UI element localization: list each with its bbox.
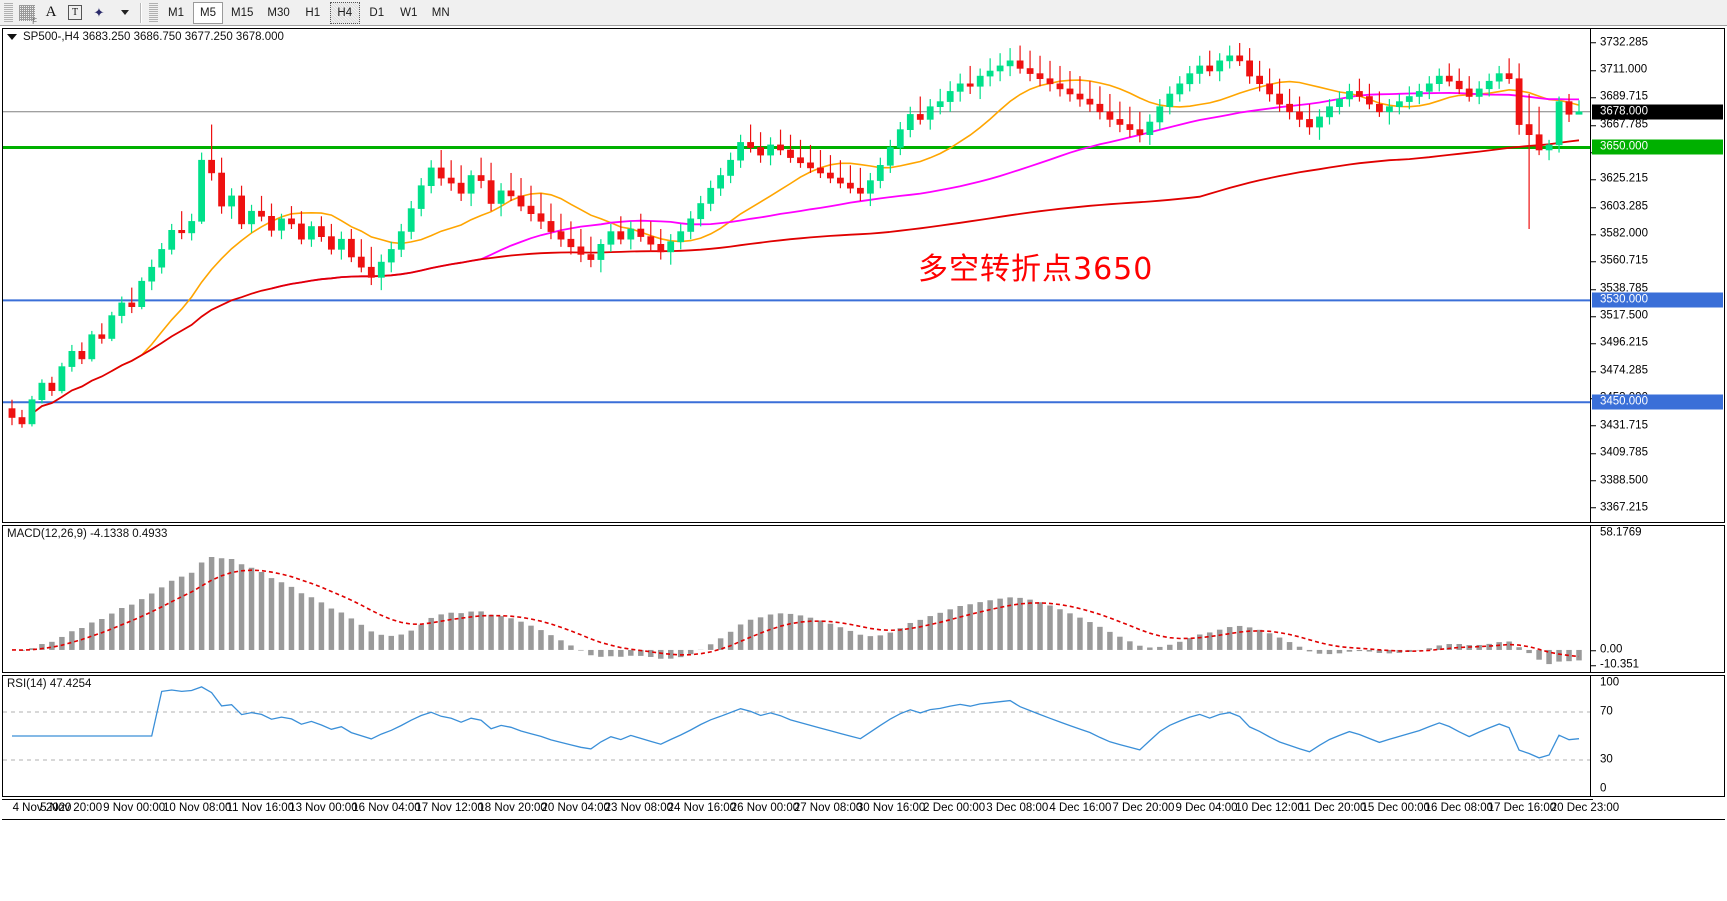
time-label-10: 23 Nov 08:00 (604, 802, 674, 814)
rsi-panel-title: RSI(14) 47.4254 (7, 678, 92, 690)
time-label-2: 9 Nov 00:00 (103, 802, 166, 814)
time-label-15: 2 Dec 00:00 (923, 802, 986, 814)
macd-panel-title: MACD(12,26,9) -4.1338 0.4933 (7, 528, 168, 540)
toolbar-divider (140, 2, 142, 23)
rsi-plot[interactable] (3, 676, 1590, 796)
macd-panel[interactable]: MACD(12,26,9) -4.1338 0.4933 58.1769 0.00… (2, 525, 1725, 673)
price-tick-3496-215: 3496.215 (1591, 337, 1724, 350)
timeframe-button-m5[interactable]: M5 (193, 1, 223, 24)
time-label-9: 20 Nov 04:00 (541, 802, 610, 814)
time-label-12: 26 Nov 00:00 (730, 802, 800, 814)
time-label-1: 5 Nov 20:00 (40, 802, 103, 814)
text-label-icon[interactable]: A (45, 4, 57, 20)
price-tick-3732-285: 3732.285 (1591, 36, 1724, 49)
price-tick-3711-000: 3711.000 (1591, 63, 1724, 76)
time-label-3: 10 Nov 08:00 (163, 802, 232, 814)
rsi-tick-100: 100 (1600, 676, 1620, 689)
time-label-19: 9 Dec 04:00 (1175, 802, 1238, 814)
time-label-18: 7 Dec 20:00 (1112, 802, 1175, 814)
price-tick-3517-500: 3517.500 (1591, 310, 1724, 323)
chart-annotation-text: 多空转折点3650 (918, 252, 1154, 287)
price-scale-axis[interactable]: 3732.2853711.0003689.7153667.7853646.500… (1590, 29, 1724, 522)
price-tick-3431-715: 3431.715 (1591, 419, 1724, 432)
timeframe-button-m1[interactable]: M1 (168, 6, 184, 19)
time-label-7: 17 Nov 12:00 (415, 802, 484, 814)
green-level-badge[interactable]: 3650.000 (1592, 139, 1723, 155)
toolbar-grip-icon[interactable] (4, 2, 13, 23)
price-tick-3603-285: 3603.285 (1591, 201, 1724, 213)
price-tick-3388-500: 3388.500 (1591, 474, 1724, 487)
crosshair-fibo-icon[interactable]: F (15, 2, 39, 26)
time-label-4: 11 Nov 16:00 (226, 802, 295, 814)
macd-plot[interactable] (3, 526, 1590, 672)
time-label-16: 3 Dec 08:00 (986, 802, 1049, 814)
price-tick-3667-785: 3667.785 (1591, 119, 1724, 131)
price-panel[interactable]: SP500-,H4 3683.250 3686.750 3677.250 367… (2, 28, 1725, 523)
rsi-scale-axis[interactable]: 100 70 30 0 (1590, 676, 1724, 796)
timeframe-button-h1[interactable]: H1 (305, 6, 321, 19)
price-tick-3560-715: 3560.715 (1591, 255, 1724, 267)
price-plot[interactable] (3, 29, 1590, 522)
candle-series (8, 43, 1583, 428)
price-tick-3409-785: 3409.785 (1591, 447, 1724, 460)
time-label-24: 17 Dec 16:00 (1487, 802, 1557, 814)
rsi-tick-0: 0 (1600, 782, 1607, 795)
time-label-21: 11 Dec 20:00 (1298, 802, 1367, 814)
main-toolbar: F A T ✦ M1 M5 M15 M30 H1 H4 D1 W1 MN (0, 0, 1727, 26)
macd-tick-_10_351: -10.351 (1591, 659, 1724, 671)
macd-tick-0_00: 0.00 (1591, 644, 1724, 656)
time-label-23: 16 Dec 08:00 (1424, 802, 1494, 814)
time-label-13: 27 Nov 08:00 (793, 802, 863, 814)
rsi-panel-label: RSI(14) 47.4254 (7, 678, 91, 690)
rsi-tick-30: 30 (1600, 753, 1613, 766)
time-label-25: 20 Dec 23:00 (1550, 802, 1620, 814)
timeframe-button-d1[interactable]: D1 (369, 6, 385, 19)
time-label-5: 13 Nov 00:00 (289, 802, 358, 814)
timeframe-button-m30[interactable]: M30 (267, 6, 290, 19)
macd-tick-58_1769: 58.1769 (1600, 526, 1642, 539)
timeframe-button-mn[interactable]: MN (431, 6, 450, 19)
time-label-6: 16 Nov 04:00 (352, 802, 421, 814)
rsi-line (12, 686, 1580, 759)
macd-signal-line (11, 569, 1580, 658)
collapse-triangle-icon[interactable] (7, 34, 17, 40)
current-price-badge[interactable]: 3678.000 (1592, 104, 1723, 120)
time-label-0: 4 Nov 2020 (12, 802, 72, 814)
text-box-icon[interactable]: T (63, 2, 87, 24)
macd-panel-label: MACD(12,26,9) -4.1338 0.4933 (7, 528, 167, 540)
macd-histogram (19, 557, 1582, 665)
price-tick-3367-215: 3367.215 (1591, 501, 1724, 514)
price-panel-title: SP500-,H4 3683.250 3686.750 3677.250 367… (23, 31, 284, 43)
price-tick-3538-785: 3538.785 (1591, 283, 1724, 295)
chart-area[interactable]: SP500-,H4 3683.250 3686.750 3677.250 367… (0, 26, 1727, 901)
time-label-20: 10 Dec 12:00 (1235, 802, 1304, 814)
price-tick-3474-285: 3474.285 (1591, 365, 1724, 378)
blue-level-badge-2[interactable]: 3450.000 (1592, 394, 1723, 410)
shapes-icon[interactable]: ✦ (93, 4, 105, 20)
timeframe-button-m15[interactable]: M15 (231, 6, 254, 19)
timeframe-group: M1 M5 M15 M30 H1 H4 D1 W1 MN (145, 0, 459, 26)
rsi-tick-70: 70 (1600, 705, 1613, 718)
timeframe-button-h4[interactable]: H4 (329, 1, 360, 24)
macd-scale-axis[interactable]: 58.1769 0.00 -10.351 (1590, 526, 1724, 672)
time-label-11: 24 Nov 16:00 (667, 802, 737, 814)
price-tick-3689-715: 3689.715 (1591, 91, 1724, 103)
timeframe-grip-icon[interactable] (149, 2, 158, 23)
price-panel-label: SP500-,H4 3683.250 3686.750 3677.250 367… (7, 31, 284, 43)
timeframe-button-w1[interactable]: W1 (400, 6, 418, 19)
time-label-22: 15 Dec 00:00 (1361, 802, 1430, 814)
drawing-tools-group: F A T ✦ (0, 0, 137, 26)
blue-level-badge-1[interactable]: 3530.000 (1592, 292, 1723, 308)
bottom-divider (2, 819, 1725, 820)
time-label-17: 4 Dec 16:00 (1049, 802, 1112, 814)
rsi-panel[interactable]: RSI(14) 47.4254 100 70 30 0 (2, 675, 1725, 797)
chevron-down-icon[interactable] (111, 2, 135, 24)
price-tick-3625-215: 3625.215 (1591, 173, 1724, 185)
time-axis[interactable]: 4 Nov 2020 5 Nov 20:00 9 Nov 00:00 10 Nov 0… (2, 799, 1619, 821)
time-label-14: 30 Nov 16:00 (856, 802, 926, 814)
price-tick-3582-000: 3582.000 (1591, 228, 1724, 240)
time-label-8: 18 Nov 20:00 (478, 802, 547, 814)
